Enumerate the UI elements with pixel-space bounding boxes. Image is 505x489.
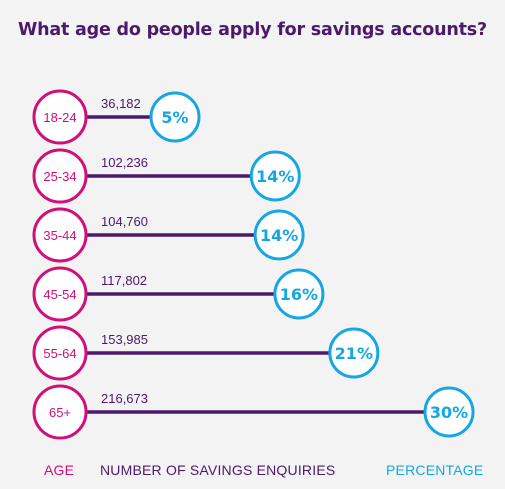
percentage-circle — [253, 209, 305, 261]
legend-count: NUMBER OF SAVINGS ENQUIRIES — [100, 462, 336, 478]
percentage-circle — [273, 268, 325, 320]
chart-title: What age do people apply for savings acc… — [18, 20, 487, 40]
percentage-label: 14% — [256, 167, 294, 186]
age-label: 18-24 — [43, 110, 76, 125]
enquiry-value-label: 216,673 — [101, 391, 148, 406]
enquiry-value-label: 117,802 — [101, 273, 147, 288]
percentage-label: 30% — [430, 403, 468, 422]
enquiry-value-label: 102,236 — [101, 155, 148, 170]
legend-age: AGE — [44, 462, 75, 478]
age-circle — [32, 325, 88, 381]
age-label: 45-54 — [43, 287, 76, 302]
percentage-label: 5% — [161, 108, 188, 127]
age-circle — [32, 148, 88, 204]
age-circle — [32, 89, 88, 145]
age-label: 55-64 — [43, 346, 76, 361]
enquiry-value-label: 36,182 — [101, 96, 141, 111]
age-label: 65+ — [49, 405, 71, 420]
age-circle — [32, 384, 88, 440]
percentage-label: 16% — [280, 285, 318, 304]
age-label: 35-44 — [43, 228, 76, 243]
percentage-circle — [423, 386, 475, 438]
age-circle — [32, 266, 88, 322]
percentage-label: 21% — [335, 344, 373, 363]
age-circle — [32, 207, 88, 263]
percentage-label: 14% — [260, 226, 298, 245]
percentage-circle — [328, 327, 380, 379]
enquiry-value-label: 104,760 — [101, 214, 148, 229]
age-label: 25-34 — [43, 169, 76, 184]
enquiry-value-label: 153,985 — [101, 332, 148, 347]
percentage-circle — [249, 150, 301, 202]
percentage-circle — [149, 91, 201, 143]
legend-percentage: PERCENTAGE — [386, 462, 484, 478]
